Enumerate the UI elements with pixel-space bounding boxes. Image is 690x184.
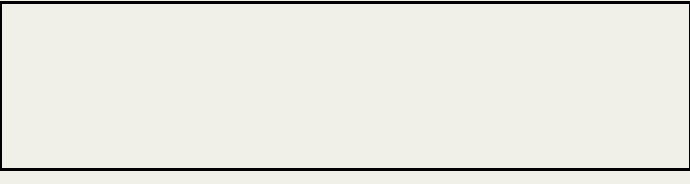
Text: 1994: 1994 xyxy=(604,43,627,52)
Text: 0: 0 xyxy=(176,121,182,130)
Text: 3.42: 3.42 xyxy=(457,151,477,160)
Text: 2.9: 2.9 xyxy=(609,151,623,160)
Text: Average: Average xyxy=(79,151,117,160)
Text: Average Wetland
Indicator: Average Wetland Indicator xyxy=(305,10,383,30)
Text: 5.25: 5.25 xyxy=(556,66,577,75)
Text: 4.75: 4.75 xyxy=(408,66,428,75)
Text: 21: 21 xyxy=(173,93,185,102)
Text: 6.19: 6.19 xyxy=(556,93,577,102)
Text: Emergent Wetland: Emergent Wetland xyxy=(4,121,90,130)
Text: 3.36: 3.36 xyxy=(408,151,428,160)
Text: 4.5: 4.5 xyxy=(609,66,623,75)
Text: -1.38: -1.38 xyxy=(357,66,380,75)
Text: -1.04: -1.04 xyxy=(308,151,331,160)
Text: No. of
Plots: No. of Plots xyxy=(165,19,193,39)
Text: 0: 0 xyxy=(218,121,224,130)
Text: 6.74: 6.74 xyxy=(656,66,676,75)
Text: 50.89: 50.89 xyxy=(208,151,234,160)
Text: 93.1: 93.1 xyxy=(260,93,280,102)
Text: -1.69: -1.69 xyxy=(308,66,331,75)
Text: 4.88: 4.88 xyxy=(656,93,676,102)
Text: 93.75: 93.75 xyxy=(257,66,283,75)
Text: Average Total
Species: Average Total Species xyxy=(511,10,573,30)
Text: 4.2: 4.2 xyxy=(609,93,623,102)
Text: 8: 8 xyxy=(176,66,182,75)
Text: 0: 0 xyxy=(465,121,471,130)
Text: 0: 0 xyxy=(564,121,569,130)
Text: 62.28: 62.28 xyxy=(257,151,283,160)
Text: 0: 0 xyxy=(613,121,619,130)
Text: 5: 5 xyxy=(514,66,520,75)
Text: Wet Meadow: Wet Meadow xyxy=(4,93,63,102)
Text: 5.13: 5.13 xyxy=(457,66,477,75)
Text: 1995: 1995 xyxy=(653,43,677,52)
Text: -1.43: -1.43 xyxy=(308,93,331,102)
Text: 0: 0 xyxy=(317,121,322,130)
Text: 1994: 1994 xyxy=(407,43,430,52)
Text: 0: 0 xyxy=(415,121,421,130)
Text: 0: 0 xyxy=(514,121,520,130)
Text: 1994: 1994 xyxy=(209,43,233,52)
Text: 5.14: 5.14 xyxy=(457,93,477,102)
Text: Average Percent
Cover: Average Percent Cover xyxy=(208,10,284,30)
Text: 3.87: 3.87 xyxy=(656,151,676,160)
Text: 7.24: 7.24 xyxy=(507,93,527,102)
Text: -1.07: -1.07 xyxy=(357,151,380,160)
Text: 4.08: 4.08 xyxy=(507,151,527,160)
Text: 1995: 1995 xyxy=(357,43,380,52)
Text: Average Native
Species: Average Native Species xyxy=(408,10,478,30)
Text: 0: 0 xyxy=(366,121,372,130)
Text: 68.13: 68.13 xyxy=(208,66,234,75)
Text: 1994: 1994 xyxy=(506,43,529,52)
Text: -1.84: -1.84 xyxy=(357,93,380,102)
Text: Pre-Existing Wetland Habitat: Pre-Existing Wetland Habitat xyxy=(14,24,148,33)
Text: 0: 0 xyxy=(267,121,273,130)
Text: 0: 0 xyxy=(662,121,668,130)
Text: 1995: 1995 xyxy=(456,43,480,52)
Text: 1994: 1994 xyxy=(308,43,331,52)
Text: Forested Wetland: Forested Wetland xyxy=(4,66,85,75)
Text: 3.81: 3.81 xyxy=(557,151,577,160)
Text: 1995: 1995 xyxy=(259,43,282,52)
Text: 1995: 1995 xyxy=(555,43,578,52)
Text: Average Natural
Quality: Average Natural Quality xyxy=(603,10,678,30)
Text: 84.54: 84.54 xyxy=(208,93,234,102)
Text: 5.33: 5.33 xyxy=(408,93,428,102)
Bar xyxy=(0,2,690,56)
